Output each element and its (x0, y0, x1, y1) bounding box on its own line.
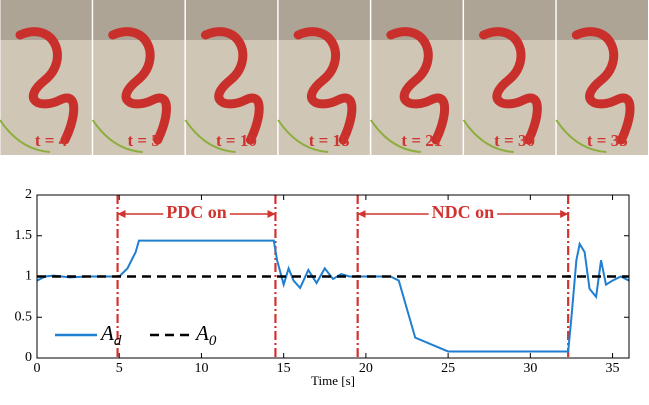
y-tick-label: 1.5 (15, 228, 33, 243)
annotation: PDC on (166, 202, 227, 222)
hose (277, 119, 329, 153)
x-tick-label: 30 (523, 361, 537, 376)
hose (370, 119, 421, 153)
photo-label: t = 21 (401, 131, 442, 150)
chart: 0 5 10 15 20 25 30 35 0 0.5 1 1.5 2 Time [s] PDC on NDC… (15, 187, 630, 388)
legend-label: Ad (99, 321, 122, 350)
snake-robot (15, 27, 79, 145)
snake-robot (479, 27, 542, 145)
plot-frame (36, 194, 630, 359)
photo-label: t = 35 (587, 131, 628, 150)
y-tick-label: 1 (25, 269, 32, 284)
annotation: NDC on (432, 202, 495, 222)
hose (462, 119, 514, 153)
x-tick-label: 5 (116, 361, 123, 376)
photo-label: t = 4 (35, 131, 68, 150)
hose (91, 119, 143, 153)
x-tick-label: 0 (34, 361, 41, 376)
x-tick-label: 20 (359, 361, 373, 376)
hose (555, 119, 607, 153)
x-tick-label: 15 (277, 361, 291, 376)
label-bg (428, 202, 498, 223)
hose (184, 119, 236, 153)
snake-robot (293, 27, 357, 145)
x-tick-label: 10 (194, 361, 208, 376)
x-axis-label: Time [s] (311, 373, 355, 388)
photo-label: t = 30 (494, 131, 535, 150)
series-line (36, 239, 630, 353)
hose (0, 119, 51, 153)
y-tick-label: 2 (25, 187, 32, 202)
x-tick-label: 25 (441, 361, 455, 376)
y-tick-label: 0 (25, 350, 32, 365)
legend-label: A0 (194, 321, 217, 350)
label-bg (163, 202, 230, 223)
photo-label: t = 10 (216, 131, 257, 150)
y-tick-label: 0.5 (15, 309, 33, 324)
photo-label: t = 18 (309, 131, 350, 150)
snake-robot (571, 27, 635, 145)
photo-label: t = 5 (128, 131, 160, 150)
x-tick-label: 35 (606, 361, 620, 376)
snake-robot (386, 27, 449, 145)
photo-strip: t = 4 t = 5 t = 10 t = 18 t = 21 t = 30 t = 35 (0, 0, 648, 155)
snake-robot (108, 27, 171, 145)
snake-robot (200, 27, 264, 145)
